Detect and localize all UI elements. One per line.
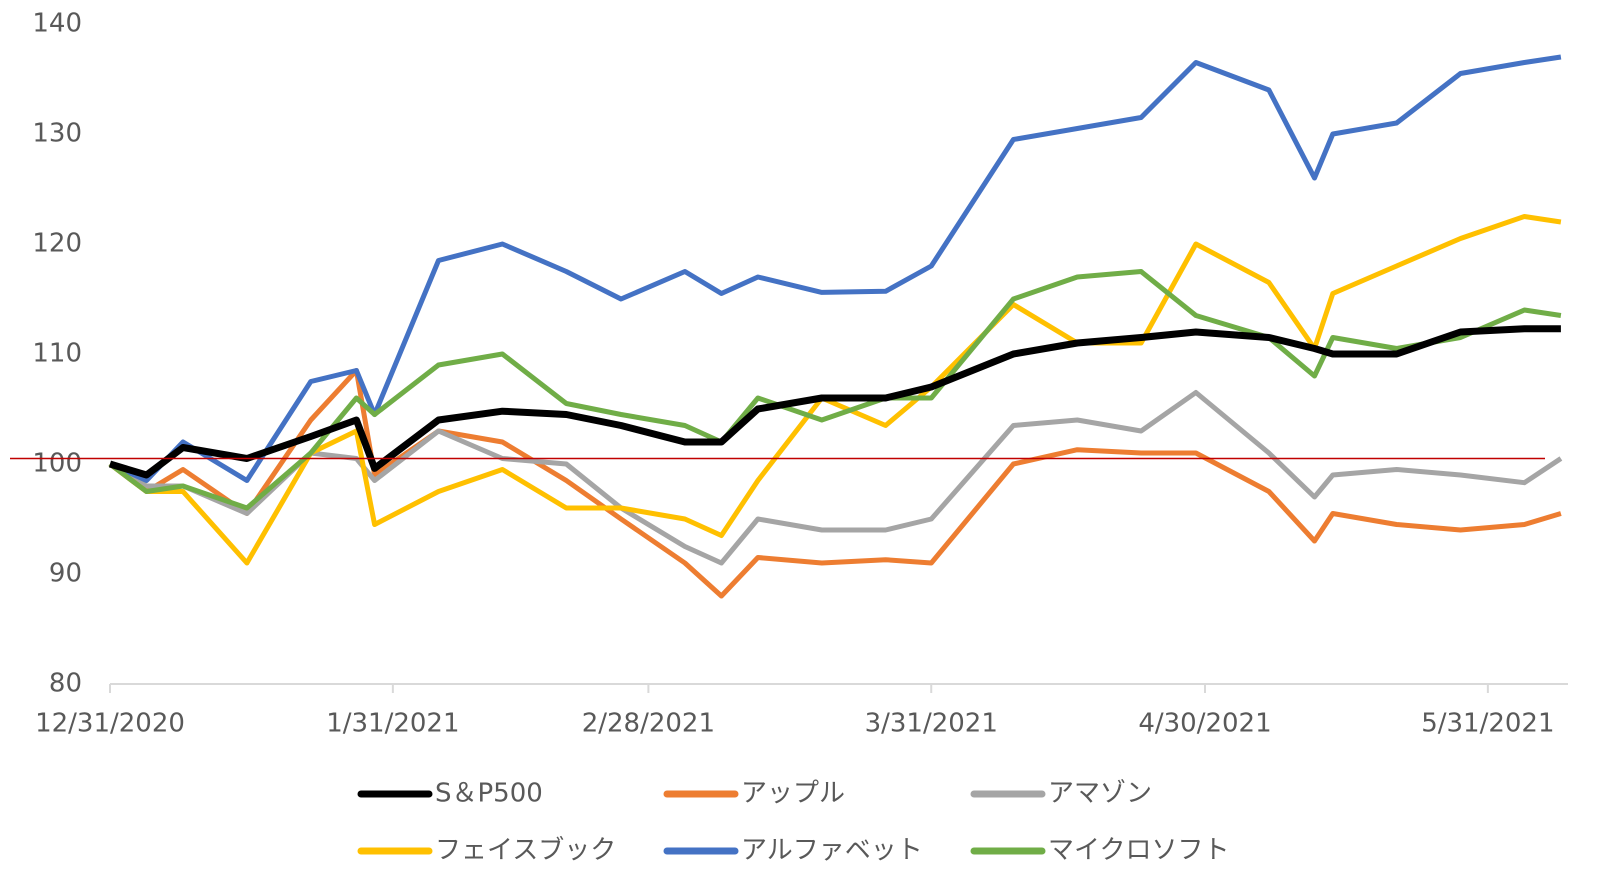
series-line	[108, 214, 1562, 566]
legend-label: マイクロソフト	[1048, 836, 1229, 866]
x-tick-label: 12/31/2020	[35, 709, 185, 739]
series-line	[108, 325, 1561, 479]
y-tick-label: 110	[32, 339, 82, 369]
series-line	[108, 54, 1562, 483]
legend-label: アマゾン	[1048, 779, 1152, 809]
legend-label: アップル	[741, 779, 845, 809]
y-tick-label: 140	[32, 9, 82, 39]
y-tick-label: 80	[49, 669, 82, 699]
legend-label: フェイスブック	[435, 836, 616, 866]
x-tick-label: 5/31/2021	[1421, 709, 1554, 739]
legend-label: アルファベット	[741, 836, 923, 866]
x-tick-label: 3/31/2021	[865, 709, 998, 739]
y-tick-label: 90	[49, 559, 82, 589]
x-tick-label: 4/30/2021	[1138, 709, 1271, 739]
legend-label: S＆P500	[435, 779, 543, 809]
y-tick-label: 130	[32, 119, 82, 149]
x-tick-label: 1/31/2021	[326, 709, 459, 739]
y-tick-label: 120	[32, 229, 82, 259]
x-tick-label: 2/28/2021	[582, 709, 715, 739]
series-line	[108, 368, 1562, 599]
y-tick-label: 100	[32, 449, 82, 479]
series-line	[108, 390, 1563, 566]
